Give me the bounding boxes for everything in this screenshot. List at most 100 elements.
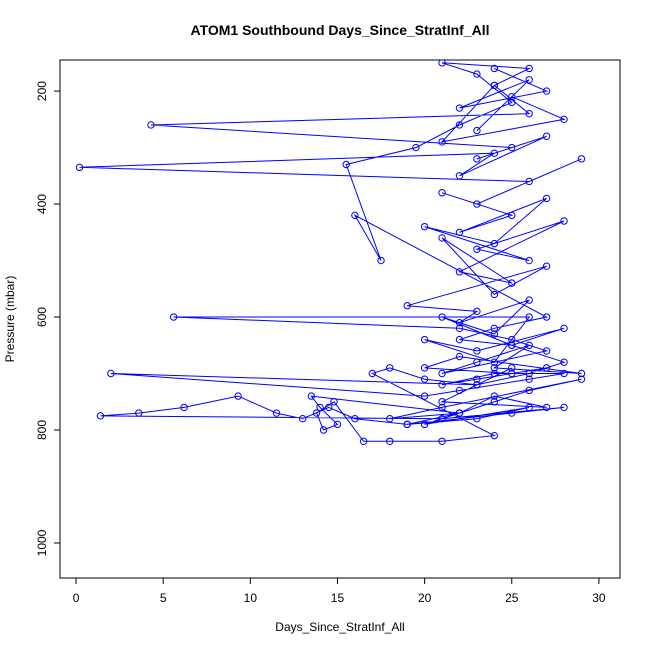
data-point — [386, 437, 394, 445]
data-point — [490, 149, 499, 157]
data-point — [490, 398, 499, 406]
data-point — [490, 358, 499, 366]
data-point — [473, 126, 481, 135]
data-point — [455, 104, 464, 112]
data-point — [560, 115, 568, 124]
x-tick-label: 10 — [244, 591, 258, 605]
data-point — [508, 335, 516, 344]
data-point — [169, 313, 178, 321]
y-tick-label: 200 — [35, 81, 49, 101]
data-point — [473, 347, 481, 355]
data-point — [455, 268, 464, 276]
data-point — [473, 381, 481, 389]
data-point — [560, 369, 568, 378]
data-point — [525, 386, 533, 395]
data-point — [560, 358, 568, 366]
data-point — [386, 364, 394, 372]
data-point — [351, 211, 359, 220]
data-point — [307, 392, 316, 400]
data-point — [525, 313, 533, 321]
data-point — [438, 381, 446, 389]
data-point — [473, 307, 481, 316]
data-point — [525, 76, 533, 84]
data-point — [438, 369, 446, 378]
data-point — [525, 296, 533, 304]
data-point — [342, 160, 350, 169]
data-point — [330, 398, 338, 406]
data-point — [542, 132, 551, 140]
data-point — [420, 222, 429, 231]
data-point — [359, 437, 368, 445]
data-point — [96, 412, 105, 420]
data-point — [508, 143, 516, 152]
data-point — [525, 341, 533, 349]
data-point — [438, 138, 446, 146]
data-point — [473, 200, 481, 208]
data-point — [490, 81, 499, 90]
data-point — [455, 324, 464, 333]
data-point — [560, 324, 568, 333]
data-point — [135, 409, 143, 417]
data-point — [508, 364, 516, 372]
x-tick-label: 20 — [418, 591, 432, 605]
data-point — [490, 364, 499, 372]
data-point — [542, 194, 551, 203]
data-point — [542, 403, 551, 412]
x-tick-label: 25 — [505, 591, 519, 605]
y-tick-label: 800 — [35, 420, 49, 440]
data-point — [455, 172, 464, 180]
data-point — [234, 392, 242, 400]
x-tick-label: 15 — [331, 591, 345, 605]
data-point — [490, 324, 499, 333]
data-point — [508, 98, 516, 107]
data-point — [490, 290, 499, 299]
data-point — [560, 403, 568, 412]
data-point — [490, 369, 499, 378]
data-point — [455, 121, 464, 129]
data-point — [386, 415, 394, 423]
data-point — [490, 64, 499, 73]
data-point — [490, 392, 499, 400]
data-point — [438, 437, 446, 445]
plot-area — [75, 60, 586, 445]
data-point — [525, 375, 533, 383]
data-point — [420, 392, 429, 400]
data-point — [490, 431, 499, 440]
data-point — [312, 409, 321, 417]
data-point — [508, 211, 516, 220]
data-point — [319, 426, 328, 434]
data-point — [473, 375, 481, 383]
data-point — [473, 358, 481, 366]
data-point — [438, 403, 446, 412]
data-point — [438, 189, 446, 197]
data-point — [420, 335, 429, 344]
y-tick-label: 1000 — [35, 529, 49, 556]
data-point — [403, 302, 411, 310]
data-point — [455, 228, 464, 236]
data-point — [473, 70, 481, 78]
x-tick-label: 5 — [160, 591, 167, 605]
data-point — [577, 375, 586, 383]
data-point — [438, 234, 446, 242]
data-point — [508, 279, 516, 287]
data-point — [508, 409, 516, 417]
data-line — [79, 62, 582, 442]
data-point — [180, 403, 188, 412]
data-point — [525, 403, 533, 412]
data-point — [147, 121, 155, 129]
y-tick-label: 600 — [35, 307, 49, 327]
data-point — [490, 330, 499, 338]
data-point — [508, 369, 516, 378]
data-point — [455, 335, 464, 344]
data-point — [403, 420, 411, 429]
data-point — [316, 403, 324, 412]
data-point — [473, 415, 481, 423]
data-point — [351, 415, 359, 423]
data-point — [107, 369, 115, 378]
data-point — [272, 409, 281, 417]
data-point — [377, 256, 385, 265]
data-point — [438, 60, 446, 67]
data-point — [473, 155, 481, 163]
data-point — [542, 262, 551, 270]
